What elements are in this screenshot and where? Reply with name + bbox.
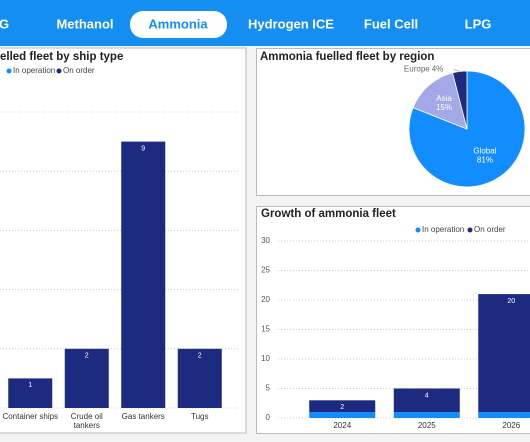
data-label: 2 xyxy=(85,353,89,360)
tab-bar xyxy=(0,0,530,46)
bar xyxy=(393,412,460,418)
chart-title: elled fleet by ship type xyxy=(0,51,123,63)
pie-slice xyxy=(412,72,468,130)
x-tick-label: Container ships xyxy=(2,412,59,421)
bar xyxy=(64,348,109,408)
x-tick-label: 2024 xyxy=(333,421,351,430)
bar xyxy=(309,400,376,413)
bar xyxy=(8,378,53,408)
tab[interactable]: G xyxy=(0,16,9,31)
data-label: 9 xyxy=(141,145,145,152)
y-tick-label: 5 xyxy=(266,384,271,393)
legend-dot xyxy=(56,68,62,74)
slice-label: Asia xyxy=(436,94,452,103)
data-label: 2 xyxy=(340,404,344,411)
data-label: 2 xyxy=(198,353,202,360)
legend-label: On order xyxy=(63,66,95,75)
bar xyxy=(478,294,530,413)
y-tick-label: 30 xyxy=(261,236,270,245)
x-tick-label: 2025 xyxy=(418,421,436,430)
legend-dot xyxy=(6,68,12,74)
data-label: 20 xyxy=(507,298,515,305)
pie-slice xyxy=(452,70,468,130)
y-tick-label: 20 xyxy=(261,295,270,304)
data-label: 1 xyxy=(28,382,32,389)
data-label: 4 xyxy=(425,392,429,399)
slice-value: 81% xyxy=(477,155,493,164)
bar xyxy=(478,412,530,418)
bar xyxy=(177,348,222,408)
legend-label: In operation xyxy=(422,225,464,234)
slice-label: Global xyxy=(473,146,496,155)
tab[interactable]: LPG xyxy=(465,16,492,31)
y-tick-label: 15 xyxy=(261,325,270,334)
x-tick-label: Tugs xyxy=(191,412,209,421)
tab[interactable]: Ammonia xyxy=(148,16,208,31)
chart-title: Growth of ammonia fleet xyxy=(261,208,396,220)
bar xyxy=(121,141,166,408)
tab[interactable]: Hydrogen ICE xyxy=(248,16,334,31)
legend-label: On order xyxy=(474,225,506,234)
leader-line xyxy=(453,69,460,72)
x-tick-label: Crude oil tankers xyxy=(70,412,103,430)
x-tick-label: Gas tankers xyxy=(121,412,165,421)
y-tick-label: 25 xyxy=(261,266,270,275)
bar xyxy=(393,388,460,413)
slice-label: Europe xyxy=(404,65,430,74)
chart-title: Ammonia fuelled fleet by region xyxy=(260,51,434,63)
legend-dot xyxy=(467,227,473,233)
legend-label: In operation xyxy=(13,66,55,75)
x-tick-label: 2026 xyxy=(502,421,520,430)
legend-dot xyxy=(415,227,421,233)
slice-value: 4% xyxy=(432,65,444,74)
tab[interactable]: Methanol xyxy=(56,16,113,31)
tab-selected xyxy=(130,11,227,38)
y-tick-label: 10 xyxy=(261,354,270,363)
bar xyxy=(309,412,376,418)
y-tick-label: 0 xyxy=(266,413,271,422)
slice-value: 15% xyxy=(436,103,452,112)
tab[interactable]: Fuel Cell xyxy=(364,16,418,31)
